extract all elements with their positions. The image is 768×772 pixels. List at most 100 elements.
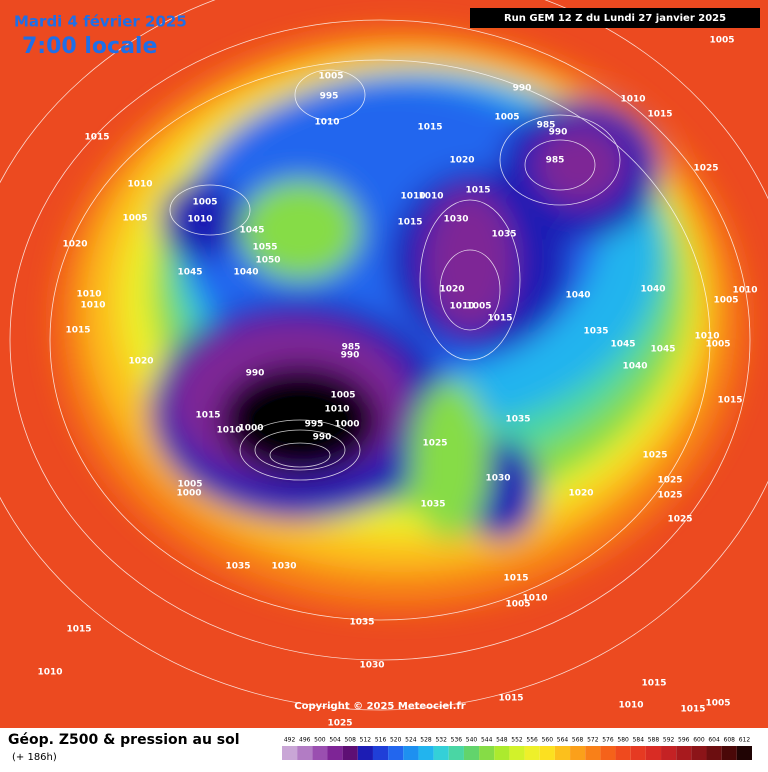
isobar-label: 1055 xyxy=(252,243,277,253)
colorbar-cell xyxy=(676,746,692,760)
colorbar: 492 496 500 504 508 512 516 520 524 528 532 536 540 5… xyxy=(282,737,752,760)
isobar-label: 1005 xyxy=(709,36,734,46)
colorbar-cell xyxy=(630,746,646,760)
isobar-label: 1010 xyxy=(127,180,152,190)
colorbar-cell xyxy=(494,746,510,760)
isobar-label: 1005 xyxy=(192,198,217,208)
isobar-label: 1010 xyxy=(187,215,212,225)
isobar-label: 1015 xyxy=(397,218,422,228)
isobar-label: 1015 xyxy=(641,679,666,689)
isobar-label: 1010 xyxy=(37,668,62,678)
isobar-label: 1005 xyxy=(713,296,738,306)
isobar-label: 1010 xyxy=(76,290,101,300)
isobar-label: 1020 xyxy=(449,156,474,166)
colorbar-label: 492 xyxy=(284,737,296,744)
colorbar-cell xyxy=(509,746,525,760)
isobar-label: 1010 xyxy=(216,426,241,436)
colorbar-cell xyxy=(282,746,298,760)
colorbar-cell xyxy=(479,746,495,760)
colorbar-cell xyxy=(600,746,616,760)
isobar-label: 1015 xyxy=(647,110,672,120)
isobar-label: 1035 xyxy=(583,327,608,337)
colorbar-label: 592 xyxy=(663,737,675,744)
isobar-label: 1025 xyxy=(327,719,352,729)
colorbar-label: 564 xyxy=(557,737,569,744)
isobar-label: 1025 xyxy=(667,515,692,525)
isobar-label: 1005 xyxy=(177,480,202,490)
colorbar-label: 516 xyxy=(375,737,387,744)
colorbar-label: 560 xyxy=(542,737,554,744)
colorbar-label: 508 xyxy=(344,737,356,744)
isobar-label: 1015 xyxy=(465,186,490,196)
isobar-label: 1025 xyxy=(693,164,718,174)
copyright: Copyright © 2025 Meteociel.fr xyxy=(294,701,465,712)
colorbar-cell xyxy=(645,746,662,760)
colorbar-label: 512 xyxy=(360,737,372,744)
colorbar-label: 596 xyxy=(678,737,690,744)
isobar-label: 1015 xyxy=(417,123,442,133)
isobar-label: 1030 xyxy=(443,215,468,225)
isobar-label: 1005 xyxy=(505,600,530,610)
isobar-label: 1025 xyxy=(422,439,447,449)
footer-lead: (+ 186h) xyxy=(12,752,57,763)
isobar-label: 985 xyxy=(537,121,556,131)
isobar-label: 1010 xyxy=(80,301,105,311)
colorbar-cell xyxy=(706,746,722,760)
isobar-label: 1030 xyxy=(359,661,384,671)
isobar-label: 1020 xyxy=(439,285,464,295)
colorbar-label: 608 xyxy=(724,737,736,744)
isobar-label: 1010 xyxy=(694,332,719,342)
colorbar-cell xyxy=(418,746,434,760)
colorbar-label: 500 xyxy=(314,737,326,744)
isobar-label: 1010 xyxy=(418,192,443,202)
colorbar-cell xyxy=(615,746,631,760)
isobar-label: 1020 xyxy=(128,357,153,367)
isobar-label: 1015 xyxy=(66,625,91,635)
isobar-label: 1005 xyxy=(318,72,343,82)
isobar-label: 1015 xyxy=(503,574,528,584)
isobar-label: 1035 xyxy=(505,415,530,425)
isobar-label: 1000 xyxy=(238,424,263,434)
isobar-label: 990 xyxy=(549,128,568,138)
colorbar-label: 588 xyxy=(648,737,660,744)
colorbar-label: 568 xyxy=(572,737,584,744)
isobar-label: 1005 xyxy=(122,214,147,224)
isobar-label: 1005 xyxy=(466,302,491,312)
colorbar-label: 528 xyxy=(420,737,432,744)
isobar-label: 1015 xyxy=(84,133,109,143)
isobar-label: 1020 xyxy=(62,240,87,250)
colorbar-label: 604 xyxy=(708,737,720,744)
colorbar-cell xyxy=(388,746,404,760)
colorbar-cell xyxy=(539,746,555,760)
isobar-label: 995 xyxy=(320,92,339,102)
isobar-label: 1035 xyxy=(491,230,516,240)
colorbar-label: 548 xyxy=(496,737,508,744)
isobar-label: 1010 xyxy=(522,594,547,604)
colorbar-cell xyxy=(721,746,737,760)
isobar-label: 1020 xyxy=(568,489,593,499)
run-box xyxy=(470,8,760,28)
isobar-label: 1015 xyxy=(195,411,220,421)
isobar-label: 1035 xyxy=(225,562,250,572)
isobar-label: 990 xyxy=(246,369,265,379)
colorbar-label: 556 xyxy=(526,737,538,744)
colorbar-cell xyxy=(342,746,358,760)
isobar-label: 1050 xyxy=(255,256,280,266)
isobar-label: 1015 xyxy=(65,326,90,336)
isobar-label: 1025 xyxy=(657,491,682,501)
colorbar-cell xyxy=(524,746,540,760)
colorbar-label: 600 xyxy=(693,737,705,744)
isobar-label: 1040 xyxy=(622,362,647,372)
isobar-label: 1010 xyxy=(620,95,645,105)
colorbar-label: 612 xyxy=(739,737,751,744)
colorbar-cell xyxy=(433,746,449,760)
colorbar-label: 496 xyxy=(299,737,311,744)
colorbar-label: 576 xyxy=(602,737,614,744)
colorbar-cell xyxy=(372,746,389,760)
colorbar-label: 540 xyxy=(466,737,478,744)
isobar-label: 1040 xyxy=(640,285,665,295)
colorbar-cell xyxy=(661,746,677,760)
date: Mardi 4 février 2025 xyxy=(14,13,187,31)
